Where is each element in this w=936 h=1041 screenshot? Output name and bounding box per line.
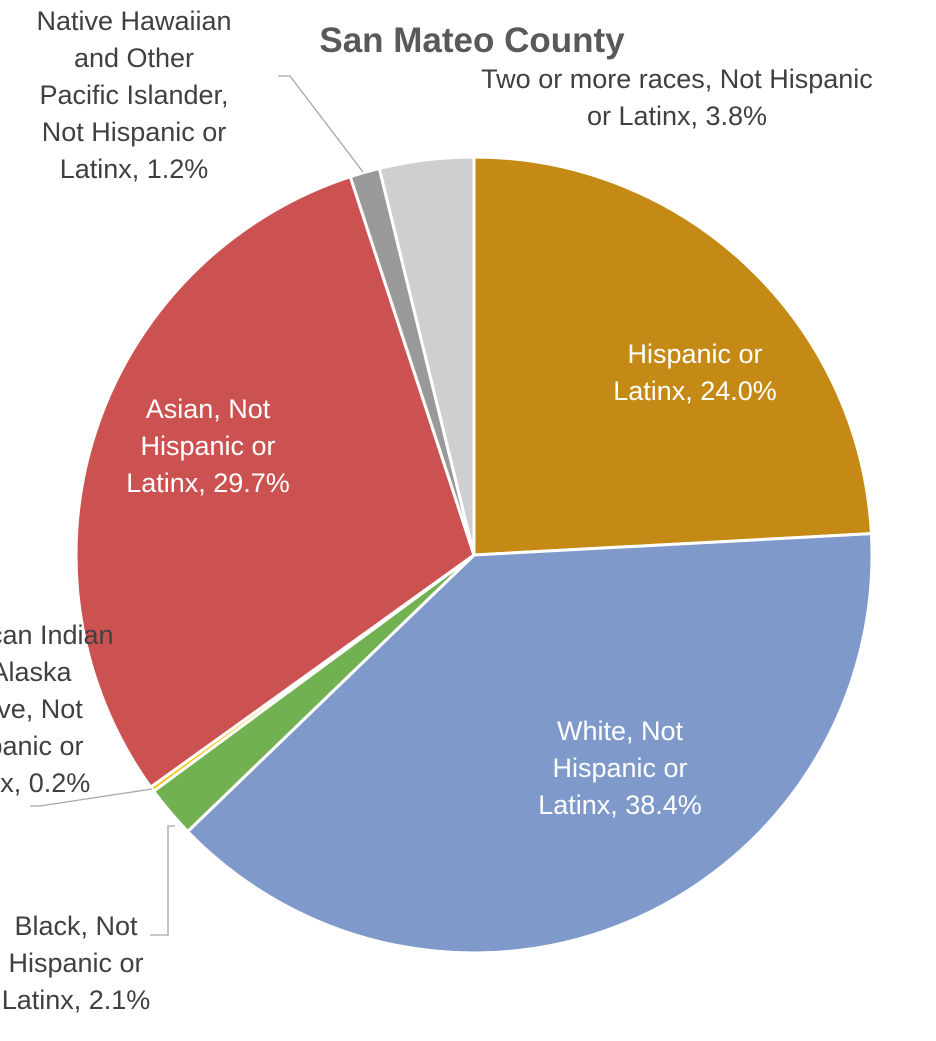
data-label-white-not-hispanic-or-latinx: White, Not Hispanic or Latinx, 38.4% — [538, 716, 702, 820]
data-label-hispanic-or-latinx: Hispanic or Latinx, 24.0% — [613, 339, 777, 406]
slice-two-or-more-races-not-hispanic-or-latinx — [377, 155, 476, 557]
slice-hispanic-or-latinx — [472, 155, 873, 557]
leader-line-native-hawaiian-and-other-pacific-islander-not-hispanic-or-latinx — [278, 75, 364, 173]
data-labels: Hispanic or Latinx, 24.0% White, Not Hispan… — [0, 6, 873, 1015]
slice-white-not-hispanic-or-latinx — [186, 532, 874, 955]
chart-title: San Mateo County — [319, 21, 625, 60]
pie-slices — [74, 155, 874, 955]
leader-lines — [30, 75, 364, 936]
data-label-two-or-more-races-not-hispanic-or-latinx: Two or more races, Not Hispanic or Latinx… — [481, 64, 873, 131]
leader-line-american-indian-or-alaska-native-not-hispanic-or-latinx — [30, 788, 153, 807]
slice-asian-not-hispanic-or-latinx — [74, 175, 476, 789]
data-label-black-not-hispanic-or-latinx: Black, Not Hispanic or Latinx, 2.1% — [2, 911, 151, 1015]
data-label-american-indian-or-alaska-native-not-hispanic-or-latinx: American Indianor AlaskaNative, NotHispa… — [0, 620, 114, 798]
data-label-native-hawaiian-and-other-pacific-islander-not-hispanic-or-latinx: Native Hawaiian and Other Pacific Islander… — [36, 6, 231, 184]
leader-line-black-not-hispanic-or-latinx — [150, 825, 175, 936]
data-label-asian-not-hispanic-or-latinx: Asian, Not Hispanic or Latinx, 29.7% — [126, 394, 290, 498]
